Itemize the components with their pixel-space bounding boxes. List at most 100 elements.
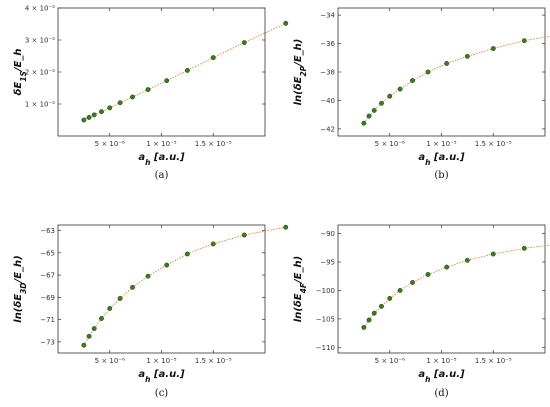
data-point bbox=[361, 120, 367, 126]
y-tick-label: 2 × 10⁻⁵ bbox=[25, 69, 55, 77]
y-tick-label: −38 bbox=[320, 69, 335, 77]
y-tick-label: −110 bbox=[316, 344, 335, 352]
y-tick-label: −71 bbox=[40, 316, 55, 324]
y-axis-label: ln(δE2P/E_h) bbox=[293, 39, 308, 106]
y-tick-label: 1 × 10⁻⁵ bbox=[25, 101, 55, 109]
x-tick-label: 1 × 10⁻⁵ bbox=[146, 357, 176, 365]
data-point bbox=[490, 46, 496, 51]
data-point bbox=[283, 20, 289, 26]
y-tick-label: −69 bbox=[40, 294, 55, 302]
data-point bbox=[241, 232, 247, 238]
data-point bbox=[425, 69, 431, 75]
data-point bbox=[410, 78, 415, 83]
data-point bbox=[81, 117, 87, 123]
data-point bbox=[81, 342, 87, 348]
y-tick-label: −63 bbox=[40, 227, 55, 235]
y-tick-label: −90 bbox=[320, 230, 335, 238]
plot-frame bbox=[337, 224, 546, 354]
x-tick-label: 1.5 × 10⁻⁵ bbox=[195, 357, 232, 365]
data-point bbox=[99, 316, 104, 321]
data-point bbox=[379, 303, 384, 309]
data-point bbox=[117, 100, 123, 106]
data-point bbox=[184, 67, 190, 73]
data-point bbox=[86, 333, 92, 339]
data-point bbox=[410, 280, 415, 285]
x-tick-label: 5 × 10⁻⁶ bbox=[95, 140, 125, 148]
y-tick-label: −36 bbox=[320, 40, 335, 48]
x-tick-label: 5 × 10⁻⁶ bbox=[375, 357, 405, 365]
data-point bbox=[107, 306, 113, 311]
data-point bbox=[130, 94, 135, 100]
data-point bbox=[521, 38, 527, 44]
data-point bbox=[99, 109, 104, 115]
y-tick-label: −34 bbox=[320, 12, 335, 20]
x-tick-label: 1 × 10⁻⁵ bbox=[146, 140, 176, 148]
data-point bbox=[117, 296, 123, 301]
data-point bbox=[241, 40, 247, 46]
data-point bbox=[444, 264, 450, 270]
data-point bbox=[210, 55, 216, 61]
fit-line bbox=[363, 35, 550, 124]
y-tick-label: −42 bbox=[320, 125, 335, 133]
x-axis-label: ah [a.u.] bbox=[138, 369, 185, 384]
fit-line bbox=[83, 22, 286, 121]
data-point bbox=[521, 245, 527, 251]
chart-d: 5 × 10⁻⁶ 1 × 10⁻⁵ 1.5 × 10⁻⁵ −110 −105 −100 −9… bbox=[293, 224, 550, 399]
data-point bbox=[184, 251, 190, 257]
chart-b: 5 × 10⁻⁶ 1 × 10⁻⁵ 1.5 × 10⁻⁵ −42 −40 −38 −36 −3… bbox=[293, 7, 550, 181]
y-tick-label: −95 bbox=[320, 258, 335, 266]
y-tick-label: −65 bbox=[40, 249, 55, 257]
x-tick-label: 1.5 × 10⁻⁵ bbox=[195, 140, 232, 148]
data-point bbox=[444, 61, 450, 66]
data-point bbox=[361, 324, 367, 330]
y-axis-label: ln(δE3D/E_h) bbox=[13, 255, 28, 322]
chart-c: 5 × 10⁻⁶ 1 × 10⁻⁵ 1.5 × 10⁻⁵ −73 −71 −69 −67 −6… bbox=[13, 224, 289, 399]
plot-frame bbox=[57, 224, 266, 354]
data-point bbox=[387, 93, 393, 99]
x-tick-label: 1 × 10⁻⁵ bbox=[426, 140, 456, 148]
data-point bbox=[366, 317, 372, 323]
data-point bbox=[210, 241, 216, 247]
y-tick-label: −67 bbox=[40, 272, 55, 280]
y-tick-label: −73 bbox=[40, 338, 55, 346]
x-axis-label: ah [a.u.] bbox=[418, 152, 465, 167]
fit-line bbox=[363, 244, 550, 328]
x-tick-label: 5 × 10⁻⁶ bbox=[375, 140, 405, 148]
x-tick-label: 1.5 × 10⁻⁵ bbox=[475, 140, 512, 148]
data-point bbox=[379, 100, 384, 106]
data-point bbox=[107, 105, 113, 111]
data-point bbox=[91, 112, 97, 118]
data-point bbox=[397, 287, 403, 293]
y-tick-label: 3 × 10⁻⁵ bbox=[25, 37, 55, 45]
data-point bbox=[86, 114, 92, 120]
data-point bbox=[387, 295, 393, 301]
data-point bbox=[464, 53, 470, 59]
x-tick-label: 5 × 10⁻⁶ bbox=[95, 357, 125, 365]
y-axis-label: ln(δE4F/E_h) bbox=[293, 256, 308, 322]
fit-line bbox=[83, 226, 286, 346]
data-point bbox=[91, 326, 97, 331]
x-tick-label: 1.5 × 10⁻⁵ bbox=[475, 357, 512, 365]
y-tick-label: 4 × 10⁻⁵ bbox=[25, 5, 55, 13]
x-axis-label: ah [a.u.] bbox=[418, 369, 465, 384]
data-point bbox=[283, 224, 289, 230]
y-axis-label: δE1S/E_h bbox=[13, 49, 28, 96]
x-tick-label: 1 × 10⁻⁵ bbox=[426, 357, 456, 365]
data-point bbox=[371, 107, 377, 113]
y-tick-label: −40 bbox=[320, 97, 335, 105]
subfigure-caption: (d) bbox=[434, 388, 448, 399]
data-point bbox=[164, 78, 170, 84]
y-tick-label: −105 bbox=[316, 315, 335, 323]
subfigure-caption: (c) bbox=[155, 388, 169, 399]
data-point bbox=[145, 273, 151, 279]
data-point bbox=[130, 284, 135, 290]
chart-a: 5 × 10⁻⁶ 1 × 10⁻⁵ 1.5 × 10⁻⁵ 1 × 10⁻⁵ 2 × 10… bbox=[13, 5, 289, 181]
subfigure-caption: (a) bbox=[155, 170, 169, 181]
data-point bbox=[490, 251, 496, 257]
data-point bbox=[464, 257, 470, 263]
data-point bbox=[164, 262, 170, 268]
data-point bbox=[425, 272, 431, 277]
data-point bbox=[145, 87, 151, 93]
subfigure-caption: (b) bbox=[434, 170, 448, 181]
